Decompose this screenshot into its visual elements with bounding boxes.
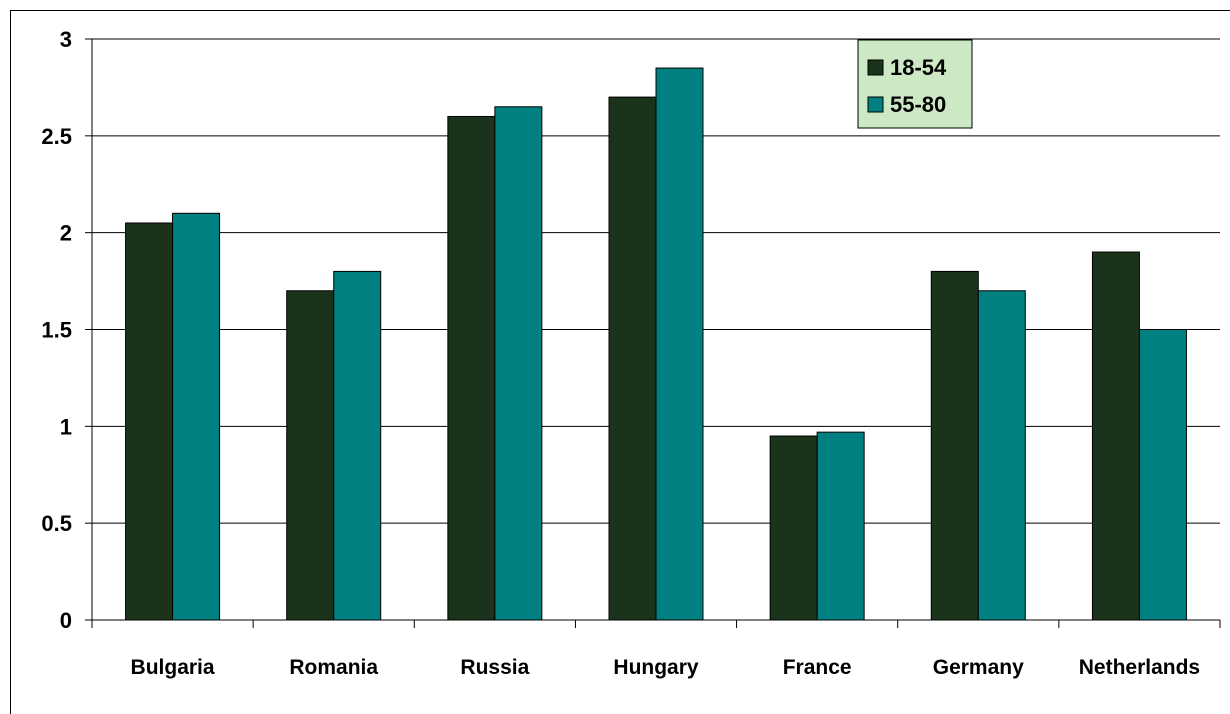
legend-label: 55-80	[890, 92, 946, 117]
bar-18-54-bulgaria	[125, 222, 174, 621]
bar-18-54-netherlands	[1091, 251, 1140, 621]
legend-box	[857, 39, 973, 129]
y-tick-label: 2	[60, 221, 72, 246]
legend-label: 18-54	[890, 55, 947, 80]
x-category-label: Russia	[460, 656, 529, 679]
x-category-label: Romania	[289, 656, 378, 679]
bar-55-80-bulgaria	[172, 212, 221, 621]
bar-55-80-france	[816, 431, 865, 621]
chart-container	[10, 10, 1230, 714]
x-category-label: Hungary	[613, 656, 699, 679]
legend-swatch-18-54	[867, 59, 884, 76]
y-tick-label: 2.5	[41, 124, 72, 149]
y-tick-label: 3	[60, 27, 72, 52]
bar-55-80-romania	[333, 270, 382, 621]
bar-55-80-germany	[977, 290, 1026, 621]
bar-55-80-russia	[494, 106, 543, 621]
bar-18-54-russia	[447, 115, 496, 621]
y-tick-label: 0	[60, 608, 72, 633]
bar-18-54-germany	[930, 270, 979, 621]
y-tick-label: 1.5	[41, 318, 72, 343]
x-category-label: France	[783, 656, 852, 679]
x-category-label: Germany	[933, 656, 1024, 679]
legend-swatch-55-80	[867, 96, 884, 113]
bar-55-80-hungary	[655, 67, 704, 621]
bar-18-54-hungary	[608, 96, 657, 621]
x-category-label: Bulgaria	[131, 656, 215, 679]
bar-18-54-france	[769, 435, 818, 621]
y-tick-label: 0.5	[41, 511, 72, 536]
bar-18-54-romania	[286, 290, 335, 621]
bar-55-80-netherlands	[1138, 329, 1187, 621]
y-tick-label: 1	[60, 414, 72, 439]
x-category-label: Netherlands	[1079, 656, 1200, 679]
